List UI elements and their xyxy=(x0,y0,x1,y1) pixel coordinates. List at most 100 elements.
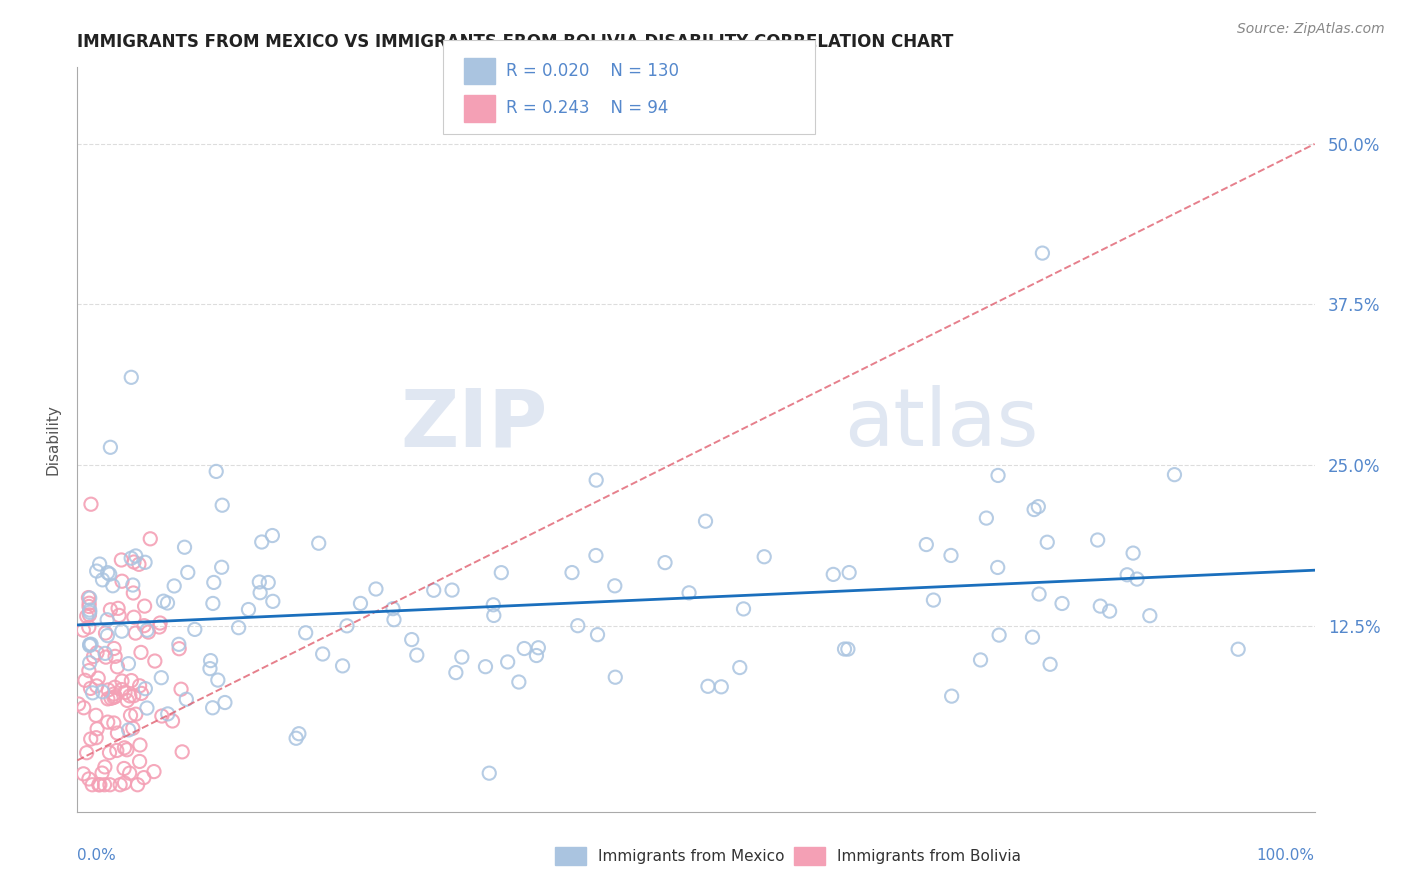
Text: Immigrants from Bolivia: Immigrants from Bolivia xyxy=(837,849,1021,863)
Point xyxy=(107,601,129,615)
Point xyxy=(89,557,111,571)
Point xyxy=(249,585,271,599)
Point xyxy=(491,566,513,580)
Point xyxy=(97,682,120,697)
Point xyxy=(105,743,128,757)
Point xyxy=(364,582,387,596)
Point xyxy=(526,648,548,663)
Point xyxy=(107,726,129,740)
Point xyxy=(125,549,148,563)
Point xyxy=(148,620,170,634)
Point xyxy=(91,573,114,587)
Point xyxy=(162,714,184,728)
Point xyxy=(132,771,155,785)
Point xyxy=(110,553,132,567)
Text: ZIP: ZIP xyxy=(401,385,547,464)
Point xyxy=(1090,599,1112,614)
Point xyxy=(87,778,110,792)
Point xyxy=(837,642,859,657)
Point xyxy=(91,766,114,780)
Point xyxy=(134,681,156,696)
Point xyxy=(114,685,136,699)
Point xyxy=(72,623,94,637)
Point xyxy=(508,675,530,690)
Point xyxy=(129,738,152,752)
Text: Source: ZipAtlas.com: Source: ZipAtlas.com xyxy=(1237,22,1385,37)
Point xyxy=(1116,567,1139,582)
Text: atlas: atlas xyxy=(845,385,1039,464)
Point xyxy=(228,621,250,635)
Point xyxy=(214,696,236,710)
Point xyxy=(678,586,700,600)
Point xyxy=(567,618,589,632)
Point xyxy=(103,716,125,731)
Point xyxy=(482,608,505,623)
Point xyxy=(138,625,160,640)
Point xyxy=(838,566,860,580)
Point xyxy=(118,689,141,703)
Point xyxy=(422,583,444,598)
Point xyxy=(478,766,501,780)
Point xyxy=(173,540,195,554)
Point xyxy=(94,626,117,640)
Point xyxy=(76,746,98,760)
Point xyxy=(86,564,108,578)
Point xyxy=(100,440,122,454)
Point xyxy=(128,755,150,769)
Point xyxy=(1039,657,1062,672)
Point xyxy=(80,731,103,746)
Point xyxy=(401,632,423,647)
Point xyxy=(128,679,150,693)
Point xyxy=(91,685,114,699)
Point xyxy=(585,473,607,487)
Point xyxy=(98,567,121,582)
Point xyxy=(605,670,627,684)
Point xyxy=(96,629,118,643)
Point xyxy=(84,731,107,745)
Point xyxy=(176,692,198,706)
Point xyxy=(697,679,720,693)
Point xyxy=(172,745,194,759)
Point xyxy=(695,514,717,528)
Point xyxy=(79,591,101,605)
Point xyxy=(139,532,162,546)
Point xyxy=(152,594,174,608)
Point xyxy=(93,778,115,792)
Point xyxy=(156,596,179,610)
Point xyxy=(969,653,991,667)
Point xyxy=(262,528,284,542)
Point xyxy=(1126,572,1149,586)
Point xyxy=(122,689,145,703)
Point xyxy=(561,566,583,580)
Point xyxy=(117,723,139,737)
Point xyxy=(247,574,270,589)
Point xyxy=(294,625,316,640)
Point xyxy=(202,575,225,590)
Point xyxy=(112,740,135,755)
Point xyxy=(104,680,127,694)
Point xyxy=(131,686,153,700)
Point xyxy=(117,657,139,671)
Point xyxy=(238,602,260,616)
Point xyxy=(754,549,776,564)
Point xyxy=(976,511,998,525)
Point xyxy=(79,603,101,617)
Point xyxy=(76,609,98,624)
Point xyxy=(118,766,141,780)
Point xyxy=(80,497,103,511)
Point xyxy=(441,583,464,598)
Point xyxy=(122,586,145,600)
Point xyxy=(167,641,190,656)
Point xyxy=(120,708,142,723)
Text: R = 0.243    N = 94: R = 0.243 N = 94 xyxy=(506,99,668,117)
Point xyxy=(111,574,134,589)
Point xyxy=(184,623,207,637)
Point xyxy=(100,691,122,706)
Point xyxy=(603,579,626,593)
Point xyxy=(134,618,156,632)
Point xyxy=(527,640,550,655)
Point xyxy=(1028,587,1050,601)
Point xyxy=(77,591,100,605)
Point xyxy=(311,647,333,661)
Point xyxy=(941,689,963,703)
